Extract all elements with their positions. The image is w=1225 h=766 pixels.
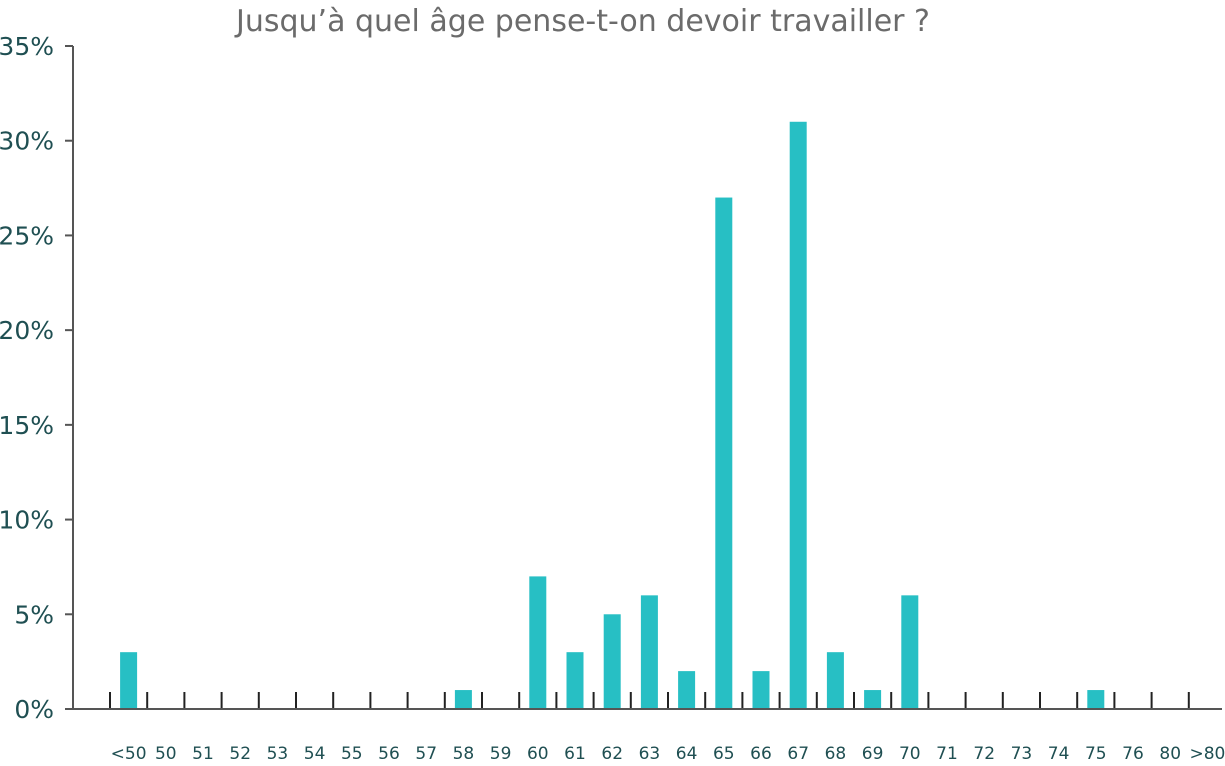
bar-66 <box>752 671 770 709</box>
x-tick-label: 72 <box>973 744 995 764</box>
bar-65 <box>715 197 733 710</box>
x-tick-label: 68 <box>825 744 847 764</box>
bar-62 <box>603 614 621 709</box>
x-tick-label: 60 <box>527 744 549 764</box>
bar-70 <box>901 595 919 709</box>
x-tick-label: 52 <box>229 744 251 764</box>
x-tick-label: 76 <box>1122 744 1144 764</box>
x-tick-label: 64 <box>676 744 698 764</box>
x-tick-label: 67 <box>787 744 809 764</box>
x-tick-label: 50 <box>155 744 177 764</box>
bar-69 <box>864 690 882 709</box>
x-tick-label: 74 <box>1048 744 1070 764</box>
x-tick-label: 58 <box>453 744 475 764</box>
x-tick-label: 54 <box>304 744 326 764</box>
y-tick-label: 35% <box>0 32 54 61</box>
x-tick-label: 51 <box>192 744 214 764</box>
x-tick-label: >80 <box>1189 744 1225 764</box>
y-tick-label: 0% <box>14 695 54 724</box>
y-tick-label: 20% <box>0 316 54 345</box>
x-tick-label: 70 <box>899 744 921 764</box>
x-axis: <50 50 51 52 53 54 55 56 57 58 59 60 61 62 63 64 65 66 67 6… <box>109 692 1225 764</box>
x-tick-label: 63 <box>639 744 661 764</box>
bar-64 <box>678 671 696 709</box>
y-tick-label: 15% <box>0 411 54 440</box>
x-tick-label: 75 <box>1085 744 1107 764</box>
bar-75 <box>1087 690 1105 709</box>
x-tick-label: 69 <box>862 744 884 764</box>
y-tick-label: 25% <box>0 221 54 250</box>
x-tick-label: 65 <box>713 744 735 764</box>
x-tick-label: 55 <box>341 744 363 764</box>
bar-61 <box>566 652 584 709</box>
x-tick-label: 73 <box>1011 744 1033 764</box>
bar-63 <box>640 595 658 709</box>
x-tick-label: 61 <box>564 744 586 764</box>
bar-67 <box>789 121 807 710</box>
x-tick-label: 80 <box>1159 744 1181 764</box>
x-tick-label: 71 <box>936 744 958 764</box>
y-tick-label: 5% <box>14 600 54 629</box>
bar-<50 <box>120 652 138 709</box>
y-axis: 0% 5% 10% 15% 20% 25% 30% 35% <box>0 32 73 724</box>
x-tick-label: 56 <box>378 744 400 764</box>
y-tick-label: 10% <box>0 506 54 535</box>
x-tick-label: 66 <box>750 744 772 764</box>
bar-60 <box>529 576 547 709</box>
bar-68 <box>826 652 844 709</box>
x-tick-label: <50 <box>111 744 147 764</box>
bar-58 <box>454 690 472 709</box>
x-tick-label: 62 <box>601 744 623 764</box>
bars <box>120 121 1105 710</box>
chart-title: Jusqu’à quel âge pense-t-on devoir trava… <box>234 4 930 39</box>
x-tick-label: 53 <box>267 744 289 764</box>
x-tick-label: 57 <box>415 744 437 764</box>
x-tick-label: 59 <box>490 744 512 764</box>
y-tick-label: 30% <box>0 127 54 156</box>
